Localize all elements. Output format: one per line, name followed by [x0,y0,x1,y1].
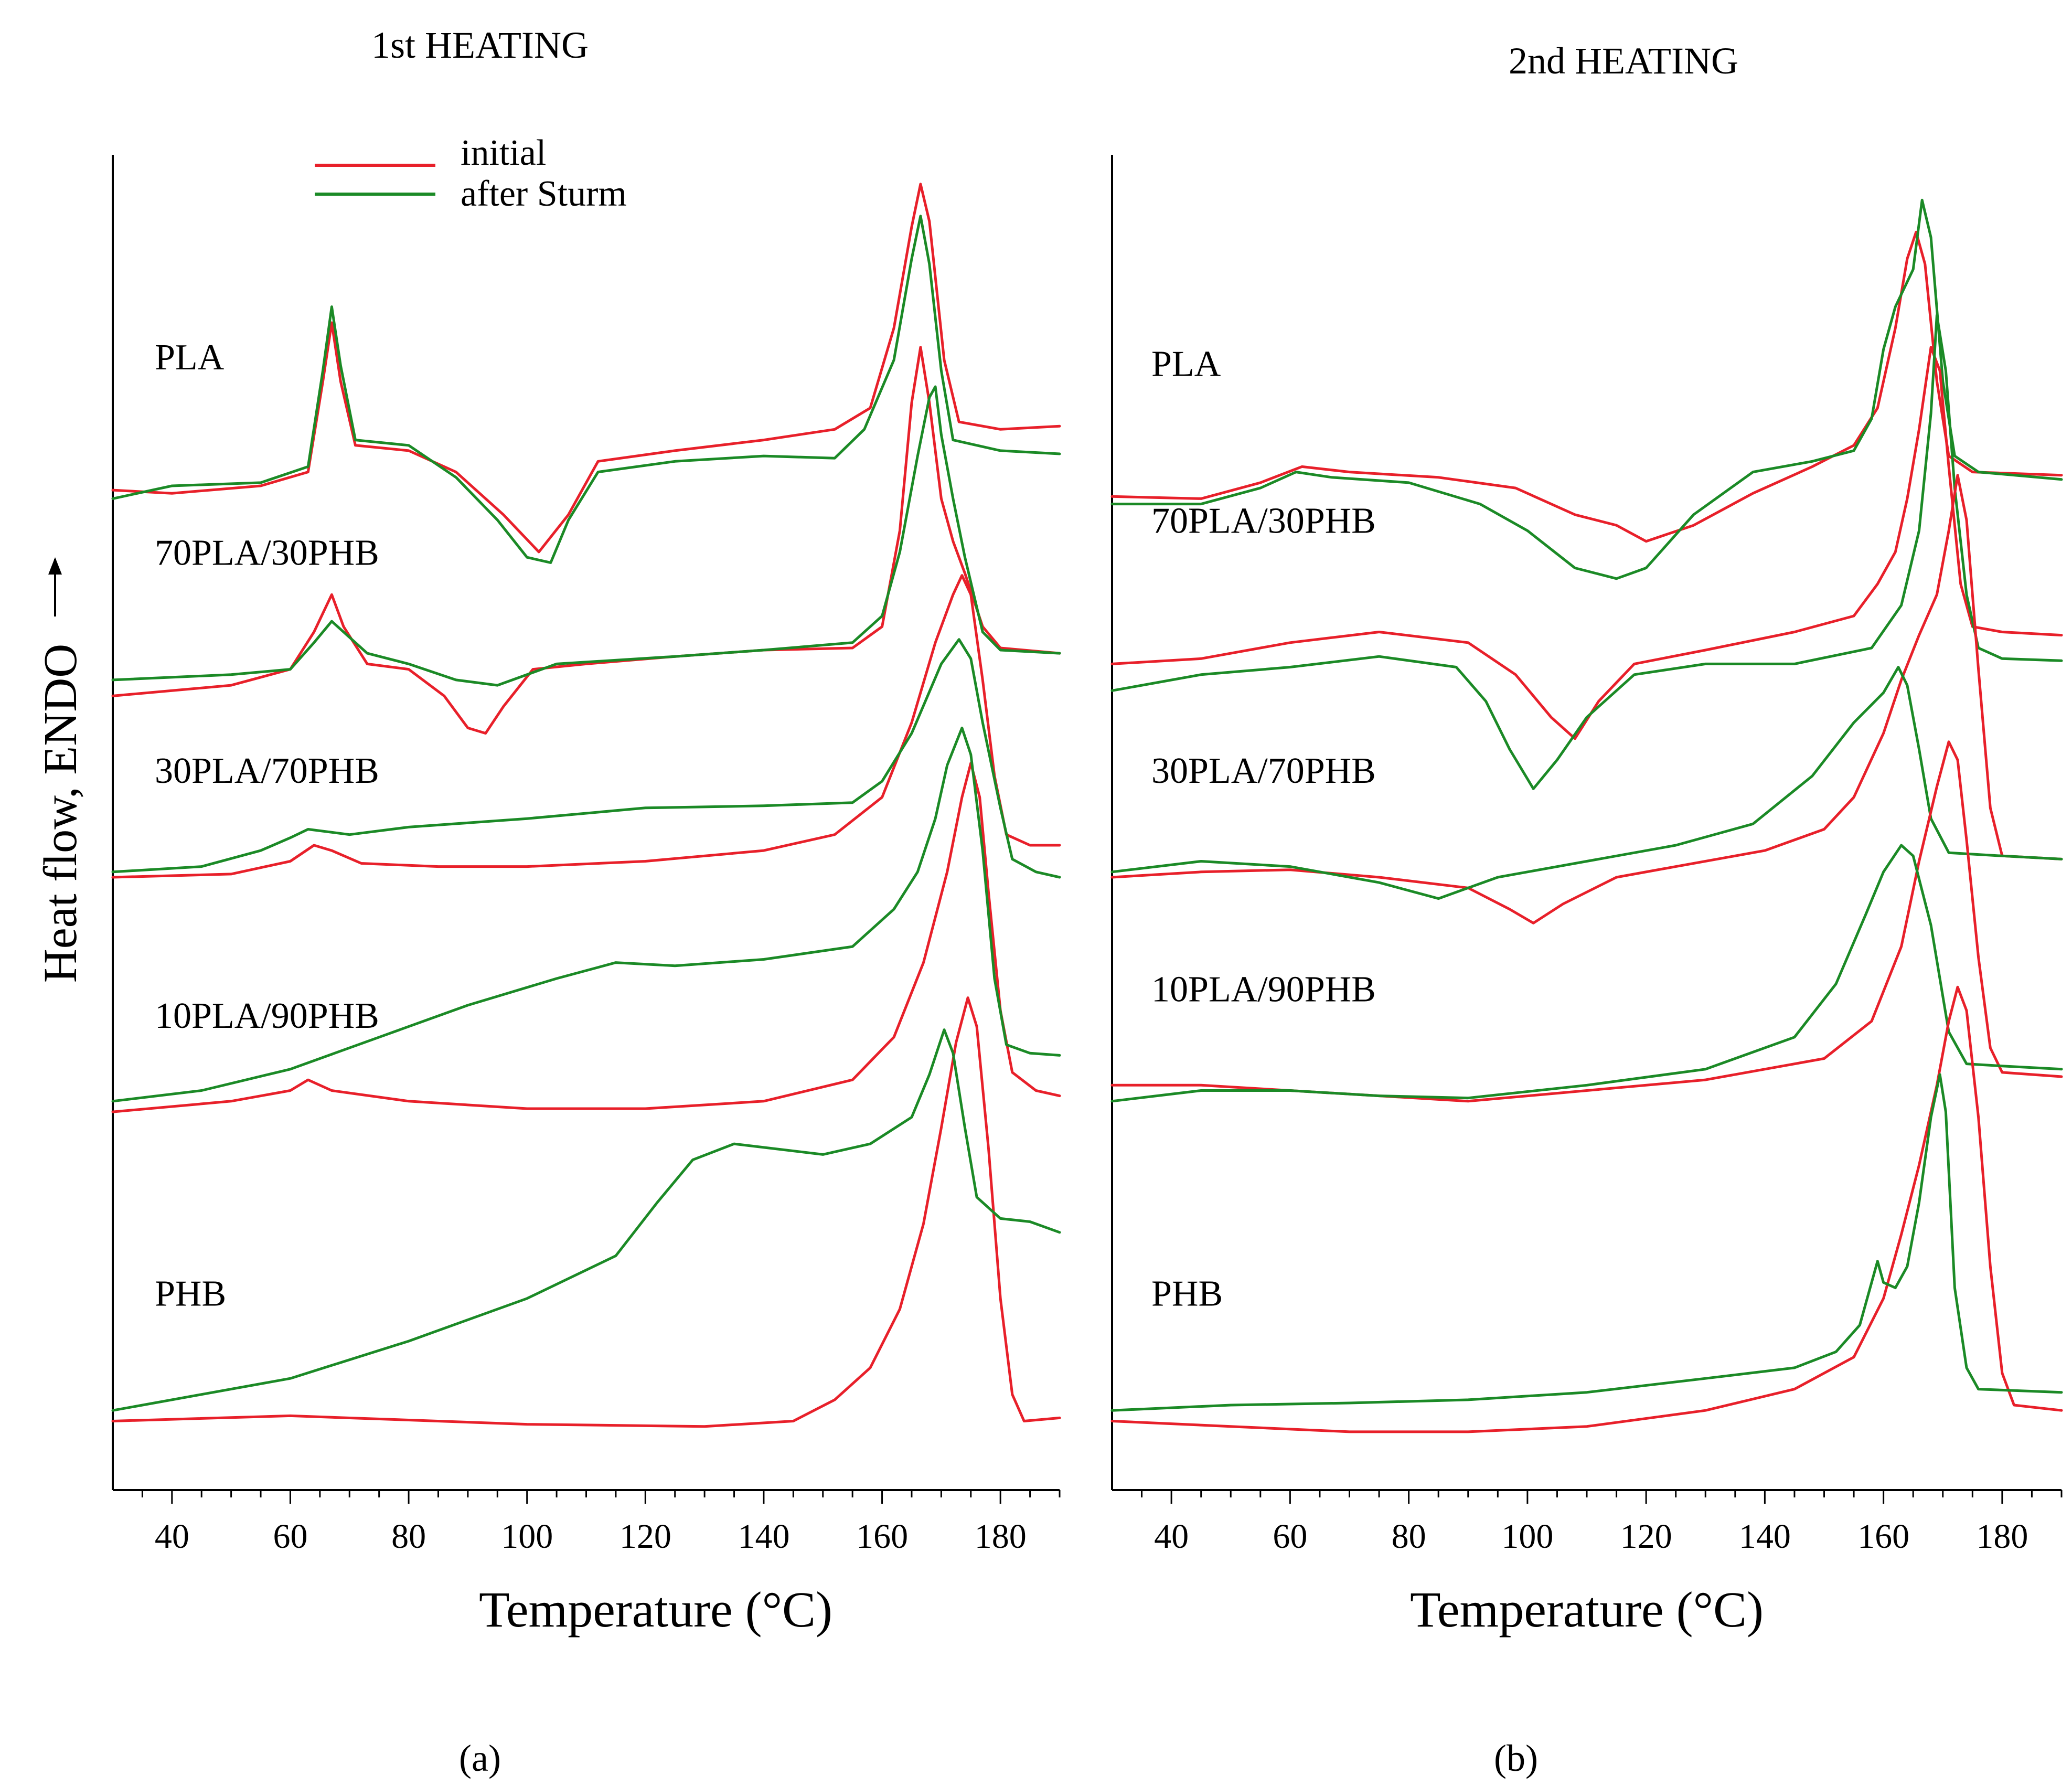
curve-70pla-30phb-after-sturm [111,385,1061,687]
panel-a: 1st HEATING initial after Sturm 40 60 80 10… [111,24,1061,1779]
curve-label-10pla-90phb: 10PLA/90PHB [155,996,379,1036]
curve-10pla-90phb-after-sturm [111,726,1061,1103]
x-tick-label: 120 [620,1517,671,1556]
curve-10pla-90phb-initial [111,762,1061,1113]
curve-label-10pla-90phb: 10PLA/90PHB [1151,969,1376,1009]
legend: initial after Sturm [315,133,627,214]
panel-b-curve-labels: PLA 70PLA/30PHB 30PLA/70PHB 10PLA/90PHB PHB [1151,344,1376,1314]
curve-label-70pla-30phb: 70PLA/30PHB [155,533,379,573]
panel-a-title: 1st HEATING [371,24,589,66]
x-tick-label: 180 [1976,1517,2028,1556]
panel-b-label: (b) [1494,1737,1538,1779]
x-tick-label: 140 [1739,1517,1791,1556]
curve-pla-after-sturm [111,215,1061,564]
curve-phb-initial [111,996,1061,1428]
panel-a-ticks: 40 60 80 100 120 140 160 180 [141,1490,1061,1556]
panel-a-curves [111,183,1061,1428]
curve-label-phb: PHB [1151,1274,1223,1314]
y-axis-arrow [48,557,62,616]
curve-pla-initial [1110,230,2063,543]
curve-phb-initial [1110,985,2063,1433]
legend-initial-label: initial [461,133,546,173]
curve-label-30pla-70phb: 30PLA/70PHB [1151,751,1376,791]
x-tick-label: 180 [975,1517,1027,1556]
curve-10pla-90phb-after-sturm [1110,844,2063,1103]
x-tick-label: 40 [1154,1517,1189,1556]
curve-30pla-70phb-initial [111,574,1061,879]
x-tick-label: 80 [391,1517,426,1556]
panel-a-label: (a) [459,1737,501,1779]
x-tick-label: 80 [1392,1517,1426,1556]
panel-b-x-axis-label: Temperature (°C) [1410,1581,1764,1638]
x-tick-label: 40 [155,1517,189,1556]
curve-30pla-70phb-initial [1110,474,2063,924]
curve-30pla-70phb-after-sturm [111,638,1061,879]
panel-a-axes: 40 60 80 100 120 140 160 180 [112,155,1061,1556]
curve-phb-after-sturm [1110,1073,2063,1412]
x-tick-label: 120 [1620,1517,1672,1556]
x-tick-label: 160 [1857,1517,1909,1556]
curve-pla-initial [111,183,1061,554]
curve-label-30pla-70phb: 30PLA/70PHB [155,751,379,791]
curve-label-pla: PLA [1151,344,1221,384]
x-tick-label: 60 [273,1517,307,1556]
panel-a-curve-labels: PLA 70PLA/30PHB 30PLA/70PHB 10PLA/90PHB PHB [155,337,379,1314]
x-tick-label: 140 [738,1517,789,1556]
curve-label-70pla-30phb: 70PLA/30PHB [1151,501,1376,541]
curve-10pla-90phb-initial [1110,740,2063,1103]
x-tick-label: 60 [1273,1517,1307,1556]
curve-phb-after-sturm [111,1028,1061,1412]
panel-b-curves [1110,198,2063,1433]
x-tick-label: 100 [501,1517,553,1556]
panel-b-ticks: 40 60 80 100 120 140 160 180 [1141,1490,2063,1556]
curve-70pla-30phb-after-sturm [1110,314,2063,790]
x-tick-label: 100 [1501,1517,1553,1556]
curve-70pla-30phb-initial [1110,346,2063,740]
x-tick-label: 160 [856,1517,908,1556]
curve-pla-after-sturm [1110,198,2063,580]
curve-label-phb: PHB [155,1274,226,1314]
panel-b: 2nd HEATING 40 60 80 100 120 140 160 180 PLA 70P… [1110,40,2063,1779]
panel-b-axes: 40 60 80 100 120 140 160 180 [1111,155,2063,1556]
curve-30pla-70phb-after-sturm [1110,666,2063,900]
panel-a-x-axis-label: Temperature (°C) [479,1581,832,1638]
curve-label-pla: PLA [155,337,225,378]
legend-after-label: after Sturm [461,174,627,214]
panel-b-title: 2nd HEATING [1509,40,1738,82]
y-axis-label: Heat flow, ENDO [35,644,87,983]
